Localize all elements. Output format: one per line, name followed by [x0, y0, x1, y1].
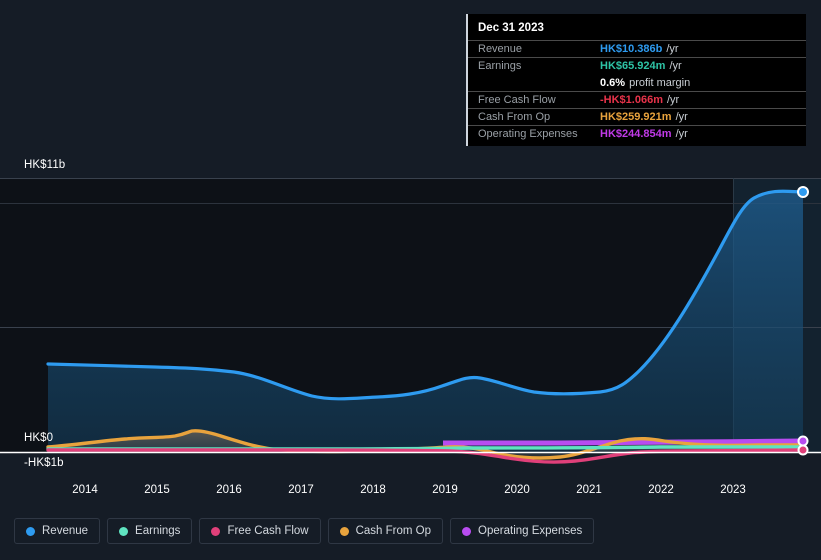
legend-label-revenue: Revenue: [42, 525, 89, 537]
tooltip-row-operating-expenses: Operating Expenses HK$244.854m /yr: [468, 125, 806, 142]
tooltip-suffix-cash-from-op: /yr: [675, 111, 688, 123]
chart-plot-area[interactable]: HK$11b HK$0 -HK$1b 2014 2015 2016 2017 2…: [0, 0, 821, 510]
tooltip-key-earnings: Earnings: [478, 60, 522, 72]
tooltip-value-revenue: HK$10.386b: [600, 43, 663, 55]
legend-item-operating-expenses[interactable]: Operating Expenses: [450, 518, 595, 544]
legend-dot-earnings-icon: [119, 526, 129, 536]
tooltip-suffix-profit-margin: profit margin: [629, 76, 691, 89]
tooltip-row-cash-from-op: Cash From Op HK$259.921m /yr: [468, 108, 806, 125]
tooltip-key-operating-expenses: Operating Expenses: [478, 128, 578, 140]
legend-dot-free-cash-flow-icon: [211, 526, 221, 536]
tooltip-suffix-free-cash-flow: /yr: [666, 94, 680, 106]
legend-label-operating-expenses: Operating Expenses: [478, 525, 583, 537]
tooltip-suffix-operating-expenses: /yr: [675, 128, 688, 140]
chart-canvas: [0, 178, 821, 464]
x-axis-label-2018: 2018: [360, 484, 386, 496]
tooltip-suffix-revenue: /yr: [666, 43, 679, 55]
legend-item-revenue[interactable]: Revenue: [14, 518, 101, 544]
tooltip-value-profit-margin: 0.6%: [600, 76, 626, 89]
legend-dot-operating-expenses-icon: [462, 526, 472, 536]
x-axis-label-2021: 2021: [576, 484, 602, 496]
x-axis-label-2023: 2023: [720, 484, 746, 496]
tooltip-value-earnings: HK$65.924m: [600, 60, 666, 72]
legend-item-earnings[interactable]: Earnings: [107, 518, 193, 544]
tooltip-key-revenue: Revenue: [478, 43, 523, 55]
tooltip-row-profit-margin: 0.6% profit margin: [468, 74, 806, 91]
chart-tooltip: Dec 31 2023 Revenue HK$10.386b /yr Earni…: [466, 14, 806, 146]
legend-label-earnings: Earnings: [135, 525, 181, 537]
y-axis-label-max: HK$11b: [24, 159, 66, 171]
tooltip-key-free-cash-flow: Free Cash Flow: [478, 94, 556, 106]
legend-item-free-cash-flow[interactable]: Free Cash Flow: [199, 518, 321, 544]
tooltip-row-free-cash-flow: Free Cash Flow -HK$1.066m /yr: [468, 91, 806, 108]
y-axis-label-min: -HK$1b: [24, 457, 64, 469]
tooltip-date-title: Dec 31 2023: [478, 22, 544, 34]
chart-legend: Revenue Earnings Free Cash Flow Cash Fro…: [14, 518, 595, 544]
tooltip-value-operating-expenses: HK$244.854m: [600, 128, 672, 140]
x-axis-label-2015: 2015: [144, 484, 170, 496]
y-axis-label-zero: HK$0: [24, 432, 54, 444]
tooltip-value-free-cash-flow: -HK$1.066m: [600, 94, 663, 106]
legend-label-free-cash-flow: Free Cash Flow: [227, 525, 309, 537]
legend-label-cash-from-op: Cash From Op: [355, 525, 432, 537]
legend-item-cash-from-op[interactable]: Cash From Op: [327, 518, 444, 544]
legend-dot-cash-from-op-icon: [339, 526, 349, 536]
endpoint-marker-free-cash-flow[interactable]: [797, 444, 809, 456]
series-line-free-cash-flow: [46, 448, 805, 464]
tooltip-suffix-earnings: /yr: [669, 60, 682, 72]
x-axis-label-2017: 2017: [288, 484, 314, 496]
endpoint-marker-revenue[interactable]: [797, 186, 809, 198]
tooltip-key-cash-from-op: Cash From Op: [478, 111, 551, 123]
legend-dot-revenue-icon: [26, 526, 35, 536]
x-axis-label-2014: 2014: [72, 484, 98, 496]
tooltip-row-revenue: Revenue HK$10.386b /yr: [468, 40, 806, 57]
series-line-operating-expenses: [443, 438, 804, 446]
x-axis-label-2016: 2016: [216, 484, 242, 496]
x-axis-label-2019: 2019: [432, 484, 458, 496]
series-line-revenue: [46, 189, 805, 401]
x-axis-label-2022: 2022: [648, 484, 674, 496]
x-axis-label-2020: 2020: [504, 484, 530, 496]
series-area-revenue: [48, 191, 803, 452]
tooltip-value-cash-from-op: HK$259.921m: [600, 111, 672, 123]
endpoint-marker-operating-expenses[interactable]: [797, 435, 809, 447]
tooltip-row-earnings: Earnings HK$65.924m /yr: [468, 57, 806, 74]
